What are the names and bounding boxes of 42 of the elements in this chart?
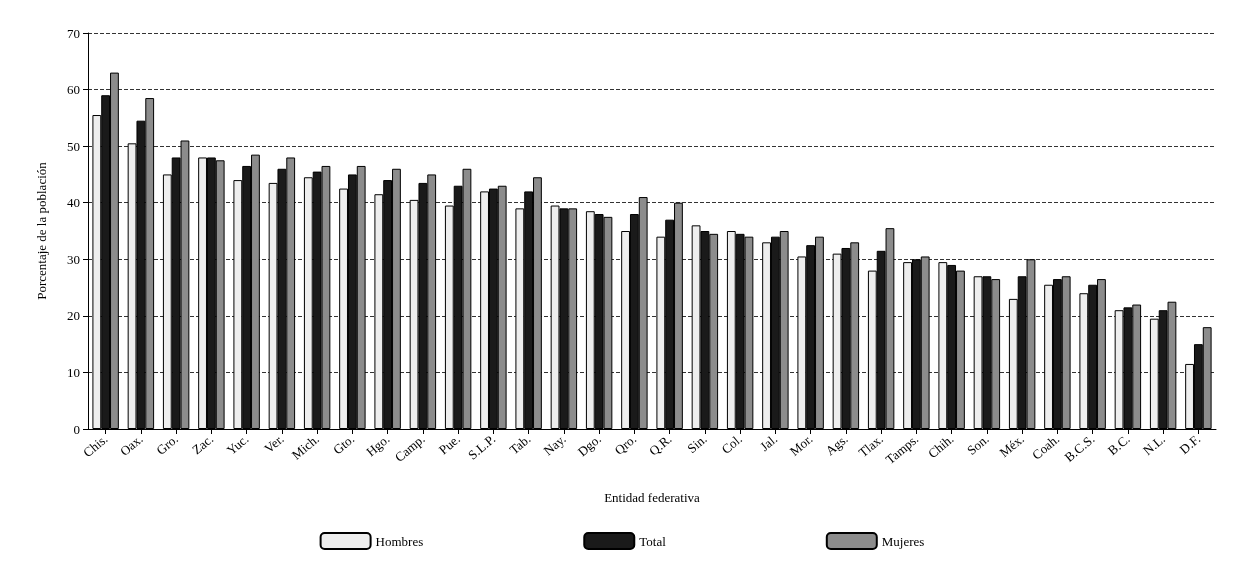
- x-tick-label: Yuc.: [223, 431, 252, 458]
- x-tick-label: Dgo.: [574, 431, 604, 460]
- x-tick-label: Sin.: [684, 431, 710, 456]
- y-tick-label: 50: [67, 138, 80, 154]
- x-tick-label: Tlax.: [855, 431, 886, 461]
- x-tick-label: N.L.: [1140, 431, 1168, 459]
- x-tick-label: Ver.: [261, 431, 287, 456]
- y-tick-label: 20: [67, 308, 80, 324]
- x-tick-label: Gto.: [330, 431, 358, 458]
- y-tick-label: 10: [67, 364, 80, 380]
- x-tick-label: Q.R.: [645, 431, 675, 459]
- x-tick-label: Qro.: [611, 431, 640, 458]
- legend-label: Total: [639, 533, 667, 549]
- x-tick-label: Son.: [964, 431, 992, 458]
- x-tick-label: Méx.: [996, 431, 1027, 461]
- x-tick-label: Tab.: [506, 431, 534, 458]
- x-tick-label: Mich.: [288, 431, 322, 463]
- y-tick-label: 0: [73, 421, 80, 437]
- x-tick-label: Jal.: [756, 431, 781, 455]
- y-tick-label: 40: [67, 195, 80, 211]
- x-tick-label: Ags.: [822, 431, 851, 459]
- x-tick-label: Nay.: [540, 431, 569, 459]
- y-axis-title: Porcentaje de la población: [34, 161, 49, 300]
- legend-label: Mujeres: [881, 533, 925, 549]
- x-tick-label: Oax.: [116, 431, 146, 459]
- x-tick-label: Hgo.: [363, 431, 393, 460]
- x-tick-label: Camp.: [391, 431, 428, 465]
- x-tick-label: Coah.: [1029, 431, 1063, 463]
- x-tick-label: Pue.: [435, 431, 463, 458]
- legend-label: Hombres: [375, 533, 424, 549]
- y-tick-label: 60: [67, 82, 80, 98]
- x-tick-label: Gro.: [153, 431, 181, 458]
- x-tick-label: Zac.: [189, 431, 217, 458]
- x-axis-title: Entidad federativa: [604, 490, 701, 505]
- x-tick-label: D.F.: [1176, 431, 1204, 457]
- x-tick-label: Col.: [718, 431, 745, 457]
- x-tick-label: Chih.: [924, 431, 957, 462]
- x-tick-label: Chis.: [80, 431, 111, 461]
- x-tick-label: B.C.: [1104, 431, 1133, 459]
- x-tick-label: Mor.: [786, 431, 816, 459]
- y-tick-label: 30: [67, 251, 80, 267]
- y-tick-label: 70: [67, 25, 80, 41]
